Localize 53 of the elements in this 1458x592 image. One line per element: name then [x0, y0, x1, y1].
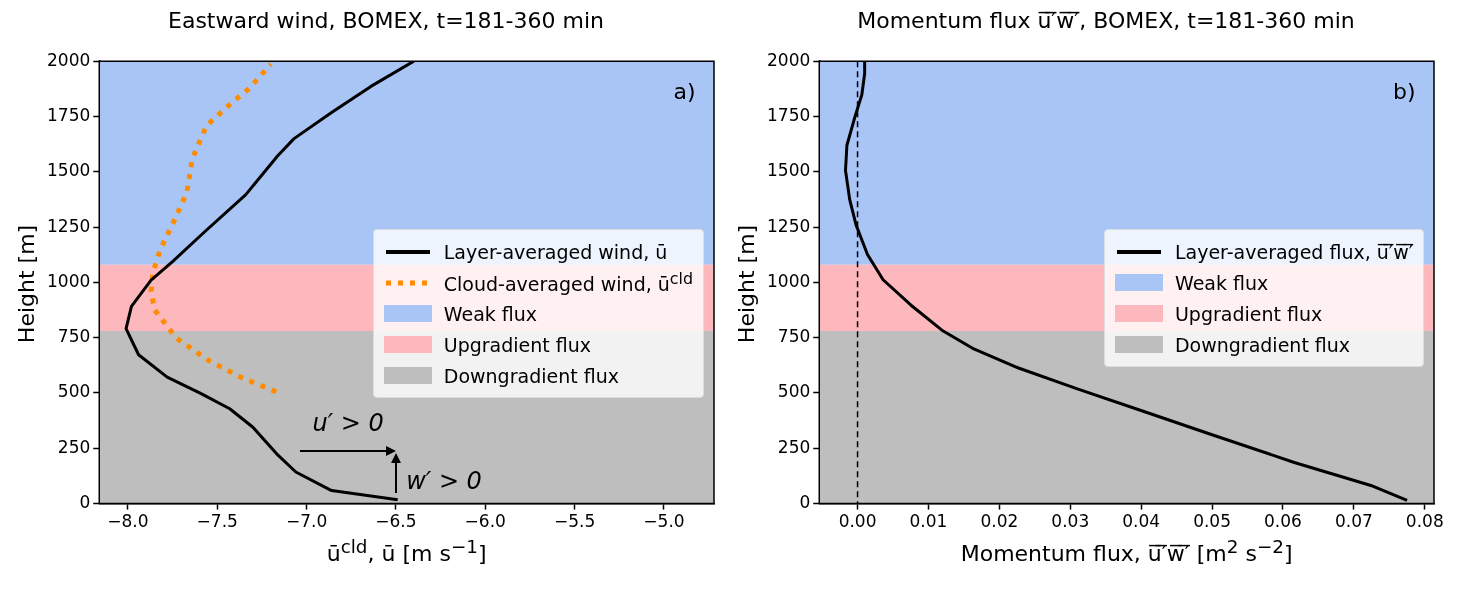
legend-label: Cloud-averaged wind, ū$^{cld}$ — [443, 269, 693, 296]
chart-title: Momentum flux u̅′̅w̅′̅, BOMEX, t=181-360 min — [856, 8, 1356, 35]
y-tick-label: 2000 — [767, 49, 811, 70]
y-tick-label: 750 — [57, 326, 91, 347]
annotation: b) — [1392, 78, 1416, 104]
y-tick-label: 750 — [777, 326, 811, 347]
x-tick-label: 0.08 — [1405, 511, 1444, 532]
x-tick-label: −8.0 — [107, 511, 149, 532]
y-tick-label: 250 — [777, 436, 811, 457]
x-tick-label: −5.5 — [553, 511, 596, 532]
band-label: Upgradient flux — [443, 333, 592, 356]
y-tick-label: 500 — [57, 381, 91, 402]
y-tick-label: 250 — [57, 436, 91, 457]
y-tick-label: 500 — [777, 381, 811, 402]
band-label: Downgradient flux — [1174, 333, 1351, 356]
legend-label: Weak flux — [443, 302, 538, 325]
y-tick-label: 1500 — [767, 160, 811, 181]
x-axis-title: Momentum flux, u̅′̅w̅′̅ [m$^{2}$ s$^{−2}$] — [959, 536, 1294, 569]
annotation: w′ > 0 — [406, 466, 482, 495]
x-tick-label: −7.0 — [285, 511, 328, 532]
legend-label: Weak flux — [1174, 271, 1269, 294]
y-tick-label: 1000 — [767, 270, 811, 291]
x-axis-title: ū$^{cld}$, ū [m s$^{−1}$] — [325, 536, 488, 569]
x-tick-label: −6.0 — [464, 511, 506, 532]
x-tick-label: 0.00 — [838, 511, 877, 532]
y-tick-label: 1250 — [47, 215, 91, 236]
x-tick-label: −5.0 — [643, 511, 685, 532]
y-axis-title: Height [m] — [13, 224, 39, 344]
annotation: a) — [673, 78, 696, 104]
annotation: u′ > 0 — [312, 408, 384, 437]
x-tick-label: 0.02 — [980, 511, 1019, 532]
x-tick-label: 0.03 — [1051, 511, 1090, 532]
y-tick-label: 1750 — [767, 104, 811, 125]
band-label: Upgradient flux — [1174, 302, 1323, 325]
x-tick-label: 0.01 — [909, 511, 948, 532]
y-tick-label: 0 — [799, 492, 811, 513]
legend-label: Layer-averaged wind, ū — [443, 240, 668, 263]
x-tick-label: −6.5 — [375, 511, 417, 532]
x-tick-label: 0.04 — [1122, 511, 1161, 532]
y-tick-label: 1750 — [47, 104, 91, 125]
x-tick-label: 0.05 — [1193, 511, 1231, 532]
y-tick-label: 1500 — [47, 160, 91, 181]
band-label: Downgradient flux — [443, 364, 619, 387]
y-tick-label: 1250 — [767, 215, 811, 236]
chart-title: Eastward wind, BOMEX, t=181-360 min — [167, 8, 605, 35]
y-tick-label: 2000 — [47, 49, 91, 70]
x-tick-label: 0.07 — [1334, 511, 1373, 532]
y-tick-label: 0 — [79, 492, 91, 513]
y-axis-title: Height [m] — [733, 224, 759, 344]
x-tick-label: −7.5 — [196, 511, 238, 532]
legend-label: Layer-averaged flux, u̅′̅w̅′̅ — [1174, 240, 1413, 263]
x-tick-label: 0.06 — [1264, 511, 1302, 532]
y-tick-label: 1000 — [47, 270, 91, 291]
